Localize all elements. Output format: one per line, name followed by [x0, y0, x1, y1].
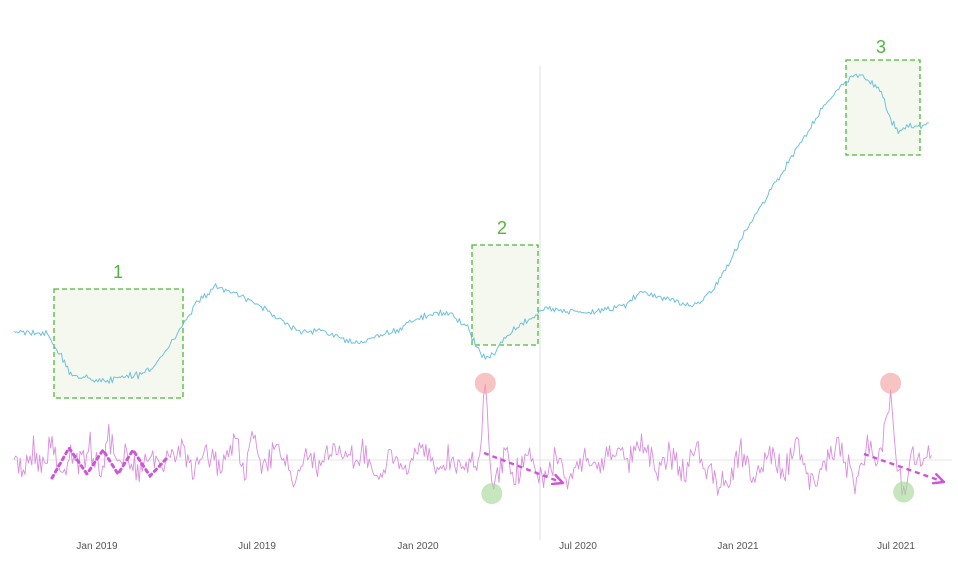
highlight-zone-1 — [53, 288, 184, 399]
divider-layer — [14, 66, 952, 540]
trend-arrow-2-shaft — [863, 452, 945, 484]
trend-arrow-2-head — [931, 473, 946, 485]
annotation-marks — [50, 372, 946, 505]
x-axis-ticks: Jan 2019 Jul 2019 Jan 2020 Jul 2020 Jan 2021… — [76, 541, 915, 552]
spike-high-marker-3 — [880, 372, 902, 394]
x-tick-label: Jan 2020 — [397, 541, 439, 552]
x-tick-label: Jan 2019 — [76, 541, 118, 552]
trend-arrow-1-head — [550, 473, 565, 486]
highlight-zone-2 — [471, 244, 539, 346]
highlight-zones — [53, 59, 921, 399]
x-tick-label: Jul 2019 — [238, 541, 276, 552]
spike-high-marker-1 — [474, 372, 496, 394]
highlight-zone-3 — [845, 59, 921, 156]
spike-low-marker-2 — [481, 483, 503, 505]
x-tick-label: Jul 2020 — [559, 541, 597, 552]
spike-low-marker-4 — [893, 481, 915, 503]
x-tick-label: Jul 2021 — [877, 541, 915, 552]
x-tick-label: Jan 2021 — [717, 541, 759, 552]
oscillator-layer — [13, 383, 932, 496]
zone-labels: 1 2 3 — [113, 37, 886, 282]
zone-label-1: 1 — [113, 262, 123, 282]
zone-label-3: 3 — [876, 37, 886, 57]
zone-label-2: 2 — [497, 218, 507, 238]
oscillator-line — [13, 383, 932, 496]
price-layer — [13, 73, 929, 384]
price-line — [13, 73, 929, 384]
zigzag-pattern — [50, 445, 169, 480]
